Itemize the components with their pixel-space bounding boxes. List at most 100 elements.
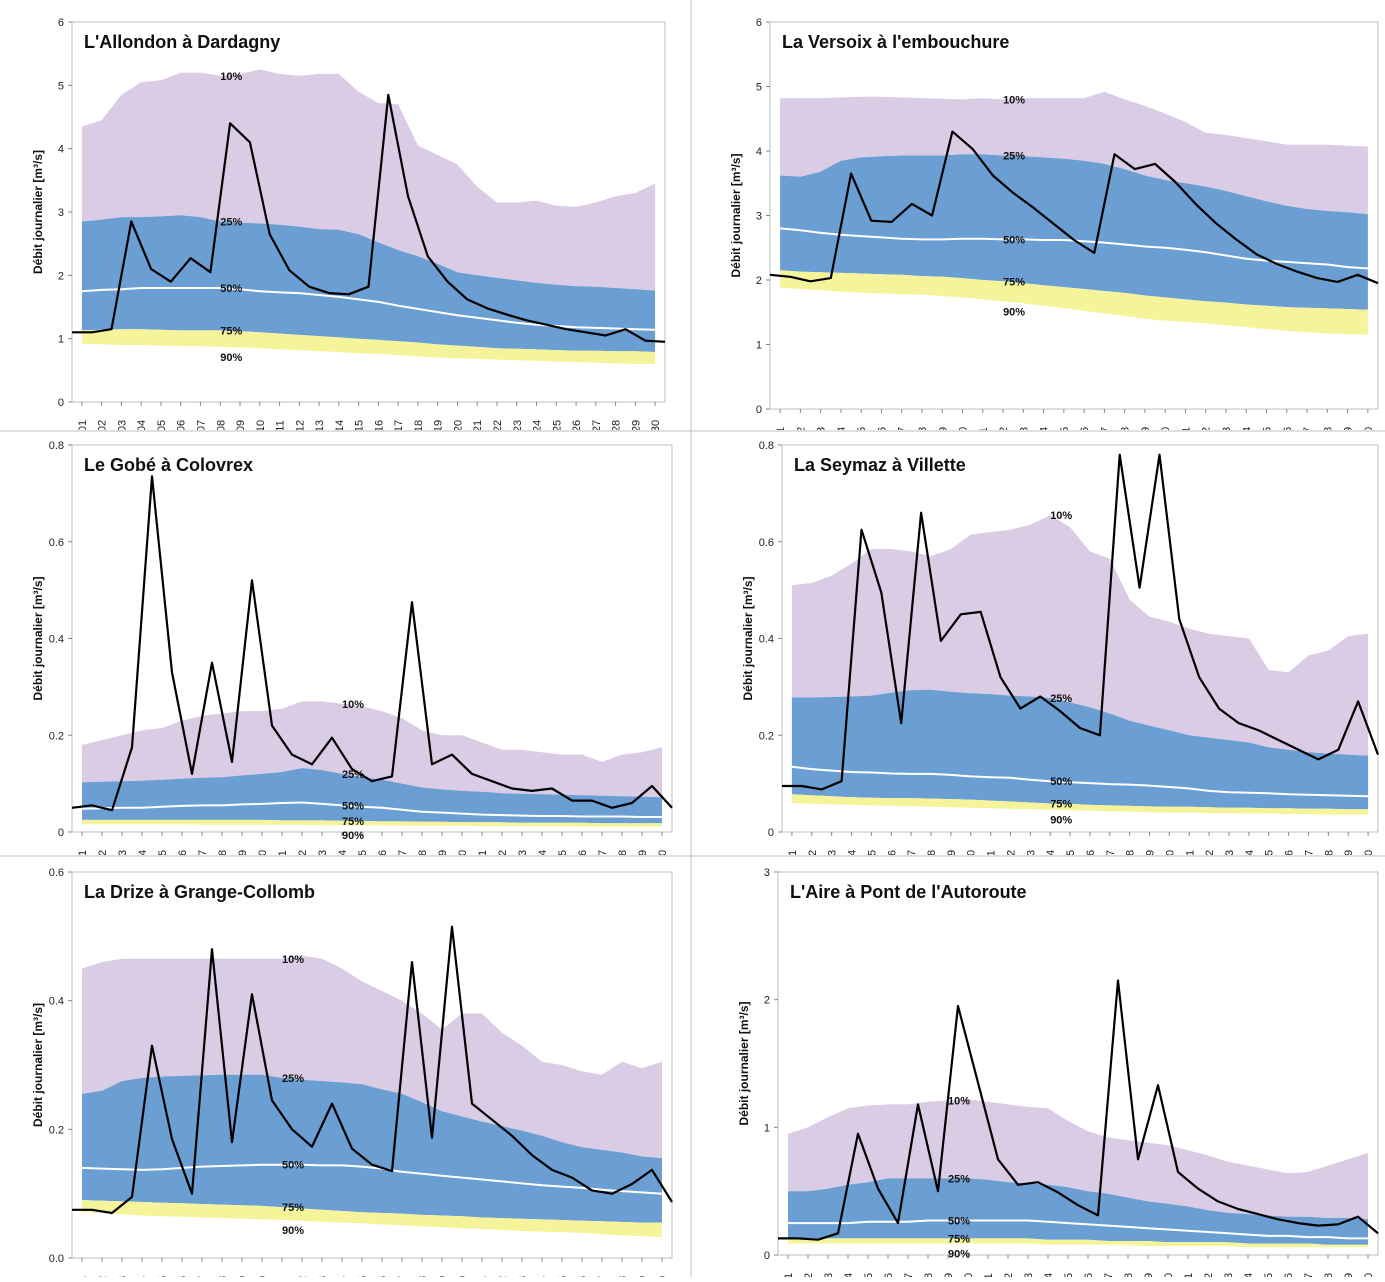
x-tick-label: 18 [417,850,429,855]
percentile-label: 10% [1050,510,1072,522]
x-tick-label: 11 [983,1273,995,1277]
x-tick-label: 29 [637,850,649,855]
x-tick-label: 17 [1105,850,1117,855]
y-tick-label: 0.4 [49,634,64,646]
x-tick-label: 07 [906,850,918,855]
chart-svg: 0 0.2 0.4 0.6 0.8 01 02 03 04 05 06 07 08 09 10 11 12 13 1… [31,440,673,862]
x-tick-label: 27 [1303,850,1315,855]
observed-line [778,979,1379,1241]
band-75-90 [82,819,662,827]
x-tick-label: 10 [958,427,970,430]
x-tick-label: 10 [255,420,267,430]
x-tick-label: 15 [1065,850,1077,855]
x-tick-label: 26 [577,850,589,855]
x-tick-label: 01 [775,427,787,430]
percentile-label: 10% [1003,94,1025,106]
x-tick-label: 06 [886,850,898,855]
percentile-label: 90% [282,1225,304,1237]
x-tick-label: 07 [897,427,909,430]
x-tick-label: 28 [617,850,629,855]
x-tick-label: 21 [477,850,489,855]
percentile-label: 75% [282,1202,304,1214]
x-tick-label: 20 [1164,850,1176,855]
band-10-25 [788,1099,1368,1220]
x-tick-label: 13 [317,850,329,855]
x-tick-label: 22 [1201,427,1213,430]
x-tick-label: 13 [1025,850,1037,855]
x-tick-label: 30 [650,420,662,430]
x-tick-label: 02 [803,1273,815,1277]
x-tick-label: 26 [571,420,583,430]
x-tick-label: 27 [597,850,609,855]
observed-line [782,453,1380,791]
x-tick-label: 19 [1145,850,1157,855]
y-tick-label: 6 [756,17,762,29]
chart-title: La Versoix à l'embouchure [782,32,1009,52]
x-tick-label: 25 [1263,1273,1275,1277]
x-tick-label: 04 [137,850,149,855]
x-tick-label: 30 [1363,427,1375,430]
x-tick-label: 11 [978,427,990,430]
percentile-label: 10% [282,954,304,966]
x-tick-label: 11 [275,420,287,430]
x-tick-label: 14 [334,420,346,430]
x-tick-label: 09 [943,1273,955,1277]
x-tick-label: 02 [97,850,109,855]
x-tick-label: 01 [783,1273,795,1277]
x-tick-label: 17 [1099,427,1111,430]
percentile-label: 75% [1050,798,1072,810]
percentile-label: 50% [1003,234,1025,246]
x-tick-label: 19 [433,420,445,430]
y-tick-label: 0.6 [49,537,64,549]
x-tick-label: 02 [97,420,109,430]
observed-line [71,475,673,812]
x-tick-label: 30 [1363,850,1375,855]
y-tick-label: 0 [58,827,64,839]
x-tick-label: 26 [1284,850,1296,855]
x-tick-label: 20 [1163,1273,1175,1277]
x-tick-label: 21 [1180,427,1192,430]
x-tick-label: 06 [876,427,888,430]
band-75-90 [81,329,656,364]
x-tick-label: 06 [883,1273,895,1277]
median-line [791,765,1369,798]
x-tick-label: 29 [1343,850,1355,855]
chart-panel-allondon: 0 1 2 3 4 5 6 01 02 03 04 05 06 07 08 09 10 11 12 13 14 15 16 1… [0,0,690,432]
observed-line [72,925,673,1215]
percentile-label: 50% [1050,776,1072,788]
y-tick-label: 4 [58,144,64,156]
y-tick-label: 2 [764,995,770,1007]
chart-title: L'Allondon à Dardagny [84,32,280,52]
x-tick-label: 01 [787,850,799,855]
y-tick-label: 0 [768,827,774,839]
x-tick-label: 25 [557,850,569,855]
x-tick-label: 28 [1323,850,1335,855]
percentile-label: 25% [1050,693,1072,705]
percentile-label: 10% [220,71,242,83]
x-tick-label: 04 [136,420,148,430]
x-tick-label: 15 [357,850,369,855]
y-axis-label: Débit journalier [m³/s] [31,150,45,274]
percentile-label: 10% [342,699,364,711]
y-tick-label: 3 [764,867,770,879]
x-tick-label: 09 [937,427,949,430]
x-tick-label: 08 [923,1273,935,1277]
x-tick-label: 22 [1203,1273,1215,1277]
x-tick-label: 27 [1302,427,1314,430]
band-10-25 [82,701,662,798]
percentile-label: 10% [948,1096,970,1108]
x-tick-label: 25 [551,420,563,430]
x-tick-label: 03 [816,427,828,430]
y-axis-label: Débit journalier [m³/s] [31,576,45,700]
band-75-90 [780,270,1368,335]
y-tick-label: 5 [756,82,762,94]
x-tick-label: 18 [1125,850,1137,855]
x-tick-label: 13 [1018,427,1030,430]
x-tick-label: 26 [1282,427,1294,430]
y-tick-label: 0.2 [49,730,64,742]
y-tick-label: 0.4 [49,996,64,1008]
x-tick-label: 14 [1039,427,1051,430]
x-tick-label: 03 [117,850,129,855]
x-tick-label: 02 [795,427,807,430]
y-tick-label: 2 [756,275,762,287]
